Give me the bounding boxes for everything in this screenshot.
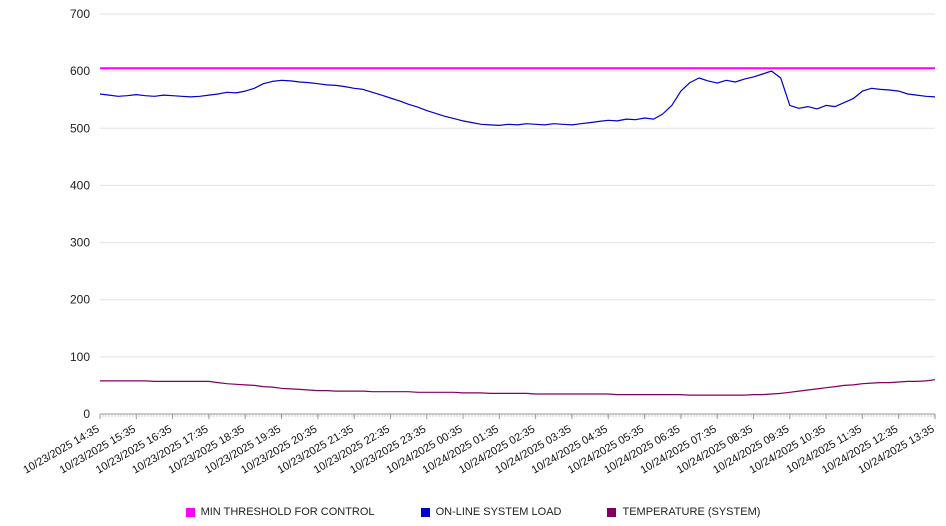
y-axis-label: 600	[70, 64, 90, 78]
y-axis-label: 400	[70, 178, 90, 192]
series-line-1	[99, 70, 936, 127]
y-axis-label: 700	[70, 7, 90, 21]
chart-legend: MIN THRESHOLD FOR CONTROL ON-LINE SYSTEM…	[0, 506, 946, 518]
legend-label-system-load: ON-LINE SYSTEM LOAD	[435, 506, 562, 518]
legend-label-temperature: TEMPERATURE (SYSTEM)	[622, 506, 761, 518]
y-axis-label: 300	[70, 236, 90, 250]
series-line-2	[100, 379, 936, 396]
y-axis-label: 0	[83, 407, 90, 421]
legend-item-temperature[interactable]: TEMPERATURE (SYSTEM)	[607, 506, 760, 518]
legend-item-min-threshold[interactable]: MIN THRESHOLD FOR CONTROL	[185, 506, 375, 518]
gridlines-group: 0 100 200 300 400 500 600 700	[70, 7, 935, 421]
y-axis-label: 100	[70, 350, 90, 364]
y-axis-label: 200	[70, 293, 90, 307]
x-axis-minor-ticks	[99, 414, 935, 417]
legend-swatch-temperature	[607, 507, 617, 517]
legend-swatch-system-load	[420, 507, 430, 517]
chart-canvas: 0 100 200 300 400 500 600 700 10/23/2025 14:3510…	[21, 7, 937, 476]
legend-label-min-threshold: MIN THRESHOLD FOR CONTROL	[200, 506, 375, 518]
y-axis-label: 500	[70, 121, 90, 135]
legend-item-system-load[interactable]: ON-LINE SYSTEM LOAD	[420, 506, 562, 518]
legend-swatch-min-threshold	[185, 507, 195, 517]
